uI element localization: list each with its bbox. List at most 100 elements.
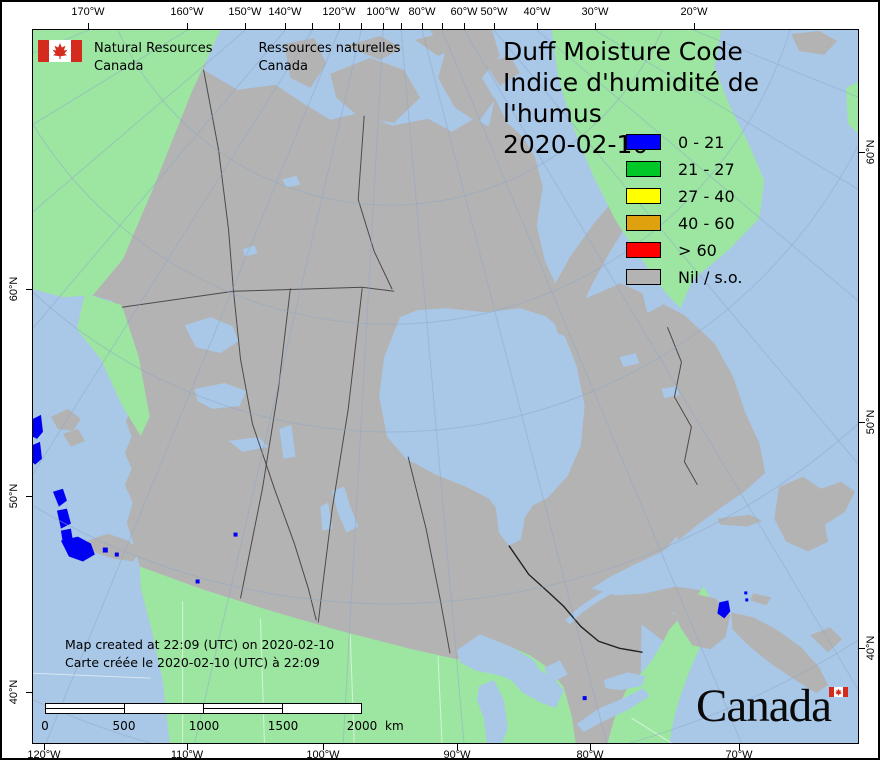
axis-tick-top-minor bbox=[442, 23, 443, 29]
axis-tick-top bbox=[285, 23, 286, 29]
legend-label: 0 - 21 bbox=[678, 132, 725, 152]
scale-bar-graphic bbox=[45, 703, 362, 714]
graticule bbox=[33, 30, 858, 743]
axis-tick-top bbox=[245, 23, 246, 29]
axis-tick-top-minor bbox=[401, 23, 402, 29]
canada-flag-icon bbox=[38, 40, 82, 62]
canada-wordmark-text: Canada bbox=[696, 680, 832, 732]
axis-label-right: 50°N bbox=[865, 409, 877, 435]
axis-tick-left bbox=[26, 289, 32, 290]
atlantic-provinces bbox=[672, 476, 856, 694]
arctic-islands bbox=[284, 30, 838, 343]
axis-label-top: 60°W bbox=[450, 6, 478, 18]
scale-bar: 0 500 1000 1500 2000 km bbox=[41, 703, 405, 743]
dept-name-fr-line2: Canada bbox=[258, 59, 308, 74]
axis-label-right: 40°N bbox=[865, 635, 877, 661]
legend-swatch bbox=[626, 161, 661, 177]
scale-bar-unit: km bbox=[385, 719, 404, 733]
dmc-low-patches bbox=[33, 414, 749, 701]
dept-name-fr-line1: Ressources naturelles bbox=[258, 41, 401, 56]
scale-bar-number: 2000 bbox=[346, 719, 378, 733]
axis-tick-bottom bbox=[323, 744, 324, 750]
cape-breton bbox=[810, 627, 843, 653]
legend-swatch bbox=[626, 242, 661, 258]
alaska-land bbox=[33, 30, 221, 298]
axis-tick-top bbox=[464, 23, 465, 29]
interior-lakes bbox=[184, 175, 680, 533]
map-canvas bbox=[33, 30, 858, 743]
legend-item: 21 - 27 bbox=[626, 159, 742, 179]
nrcan-logo: Natural Resources Canada Ressources natu… bbox=[38, 40, 400, 76]
axis-label-top: 160°W bbox=[170, 6, 204, 18]
axis-tick-bottom bbox=[590, 744, 591, 750]
map-created-fr: Carte créée le 2020-02-10 (UTC) à 22:09 bbox=[65, 655, 320, 670]
provincial-borders bbox=[121, 69, 698, 654]
axis-label-top: 40°W bbox=[523, 6, 551, 18]
axis-label-left: 40°N bbox=[8, 679, 20, 705]
axis-tick-bottom bbox=[44, 744, 45, 750]
legend-label: 21 - 27 bbox=[678, 159, 735, 179]
axis-label-left: 60°N bbox=[8, 276, 20, 302]
map-created-en: Map created at 22:09 (UTC) on 2020-02-10 bbox=[65, 637, 335, 652]
axis-tick-right bbox=[859, 152, 865, 153]
axis-tick-left bbox=[26, 692, 32, 693]
axis-label-bottom: 120°W bbox=[27, 749, 61, 760]
alaska-panhandle bbox=[76, 293, 150, 436]
legend-item: 27 - 40 bbox=[626, 186, 742, 206]
legend-label: 27 - 40 bbox=[678, 186, 735, 206]
legend-swatch bbox=[626, 188, 661, 204]
axis-label-top: 20°W bbox=[680, 6, 708, 18]
legend-label: > 60 bbox=[678, 240, 717, 260]
dept-name-en-line1: Natural Resources bbox=[94, 41, 213, 56]
axis-label-bottom: 110°W bbox=[170, 749, 204, 760]
wordmark-flag-icon bbox=[829, 687, 848, 697]
axis-label-top: 120°W bbox=[322, 6, 356, 18]
axis-tick-top bbox=[494, 23, 495, 29]
axis-tick-top-minor bbox=[312, 23, 313, 29]
canada-wordmark: Canada bbox=[696, 680, 848, 732]
axis-tick-bottom bbox=[187, 744, 188, 750]
axis-label-bottom: 90°W bbox=[443, 749, 471, 760]
ontario-quebec-border bbox=[508, 545, 643, 653]
axis-tick-left bbox=[26, 496, 32, 497]
newfoundland bbox=[774, 476, 856, 552]
new-brunswick bbox=[672, 590, 731, 650]
axis-tick-bottom bbox=[457, 744, 458, 750]
axis-tick-top bbox=[88, 23, 89, 29]
axis-label-right: 60°N bbox=[865, 139, 877, 165]
axis-tick-top bbox=[339, 23, 340, 29]
axis-label-bottom: 70°W bbox=[725, 749, 753, 760]
map-created-note: Map created at 22:09 (UTC) on 2020-02-10… bbox=[65, 636, 334, 672]
legend-swatch bbox=[626, 215, 661, 231]
map-title-date: 2020-02-10 bbox=[503, 130, 649, 159]
axis-tick-right bbox=[859, 648, 865, 649]
axis-tick-top bbox=[694, 23, 695, 29]
legend-swatch bbox=[626, 269, 661, 285]
axis-label-left: 50°N bbox=[8, 483, 20, 509]
legend-label: 40 - 60 bbox=[678, 213, 735, 233]
axis-label-top: 50°W bbox=[480, 6, 508, 18]
us-land-west bbox=[139, 566, 576, 743]
legend-item: Nil / s.o. bbox=[626, 267, 743, 287]
us-state-borders bbox=[33, 601, 672, 743]
legend-swatch bbox=[626, 134, 661, 150]
dept-name-en-line2: Canada bbox=[94, 59, 144, 74]
legend-item: 0 - 21 bbox=[626, 132, 742, 152]
axis-label-top: 150°W bbox=[228, 6, 262, 18]
map-frame: Natural Resources Canada Ressources natu… bbox=[32, 29, 859, 744]
legend: 0 - 21 21 - 27 27 - 40 40 - 60 > 60 Nil / s.o… bbox=[626, 132, 743, 296]
axis-tick-top bbox=[422, 23, 423, 29]
pei bbox=[750, 593, 772, 606]
axis-tick-right bbox=[859, 422, 865, 423]
scale-bar-number: 1000 bbox=[188, 719, 220, 733]
axis-tick-top bbox=[383, 23, 384, 29]
legend-item: 40 - 60 bbox=[626, 213, 742, 233]
anticosti bbox=[717, 514, 763, 527]
axis-label-bottom: 80°W bbox=[576, 749, 604, 760]
great-lakes bbox=[456, 634, 650, 743]
legend-label: Nil / s.o. bbox=[678, 267, 743, 287]
st-lawrence-estuary bbox=[659, 536, 694, 569]
scale-bar-number: 1500 bbox=[267, 719, 299, 733]
scale-bar-number: 500 bbox=[112, 719, 136, 733]
axis-tick-top bbox=[595, 23, 596, 29]
